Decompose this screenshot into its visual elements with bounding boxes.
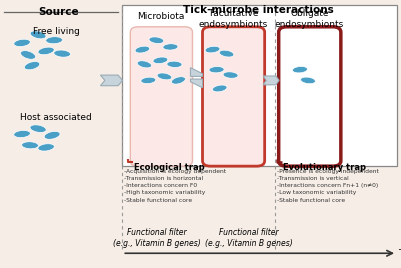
Ellipse shape — [30, 31, 46, 39]
Ellipse shape — [153, 57, 168, 64]
Ellipse shape — [167, 61, 182, 68]
Ellipse shape — [38, 144, 55, 151]
Ellipse shape — [54, 50, 71, 57]
Polygon shape — [190, 79, 203, 88]
FancyBboxPatch shape — [203, 27, 265, 166]
Ellipse shape — [14, 131, 30, 137]
Ellipse shape — [137, 61, 152, 68]
Ellipse shape — [219, 50, 234, 57]
Ellipse shape — [300, 77, 316, 84]
Text: Free living: Free living — [33, 27, 79, 36]
Ellipse shape — [44, 131, 60, 139]
Ellipse shape — [46, 37, 63, 44]
Text: Obligate
endosymbionts: Obligate endosymbionts — [275, 9, 344, 29]
Ellipse shape — [172, 77, 185, 84]
Text: Functional filter
(e.g., Vitamin B genes): Functional filter (e.g., Vitamin B genes… — [113, 228, 200, 248]
Text: Ecological trap: Ecological trap — [134, 163, 205, 172]
Text: Functional filter
(e.g., Vitamin B genes): Functional filter (e.g., Vitamin B genes… — [205, 228, 292, 248]
Ellipse shape — [223, 72, 238, 78]
Polygon shape — [100, 75, 123, 86]
Bar — [122, 5, 397, 166]
Text: Tick-microbe interactions: Tick-microbe interactions — [183, 5, 334, 15]
Ellipse shape — [24, 62, 40, 70]
Ellipse shape — [38, 47, 54, 55]
Ellipse shape — [141, 77, 156, 84]
Text: Time: Time — [398, 249, 401, 258]
Ellipse shape — [22, 142, 38, 149]
Ellipse shape — [157, 73, 172, 80]
Text: -Presence is ecology independent
-Transmission is vertical
-Interactions concern: -Presence is ecology independent -Transm… — [277, 169, 379, 203]
Ellipse shape — [163, 44, 178, 50]
Text: Microbiota: Microbiota — [138, 12, 185, 21]
Text: -Acquisition is ecology dependent
-Transmission is horizontal
-Interactions conc: -Acquisition is ecology dependent -Trans… — [124, 169, 227, 203]
Ellipse shape — [20, 51, 36, 59]
Text: Facultative
endosymbionts: Facultative endosymbionts — [199, 9, 268, 29]
Polygon shape — [263, 76, 279, 85]
Ellipse shape — [205, 46, 220, 53]
Ellipse shape — [209, 66, 224, 73]
FancyBboxPatch shape — [279, 27, 341, 166]
Polygon shape — [190, 68, 203, 76]
Text: Host associated: Host associated — [20, 113, 92, 122]
Text: Source: Source — [38, 7, 79, 17]
Ellipse shape — [14, 39, 30, 47]
Text: Evolutionary trap: Evolutionary trap — [283, 163, 366, 172]
Ellipse shape — [213, 85, 227, 92]
Ellipse shape — [135, 46, 150, 53]
Ellipse shape — [30, 125, 46, 132]
Ellipse shape — [292, 66, 308, 73]
Ellipse shape — [149, 37, 164, 43]
FancyBboxPatch shape — [130, 27, 192, 166]
